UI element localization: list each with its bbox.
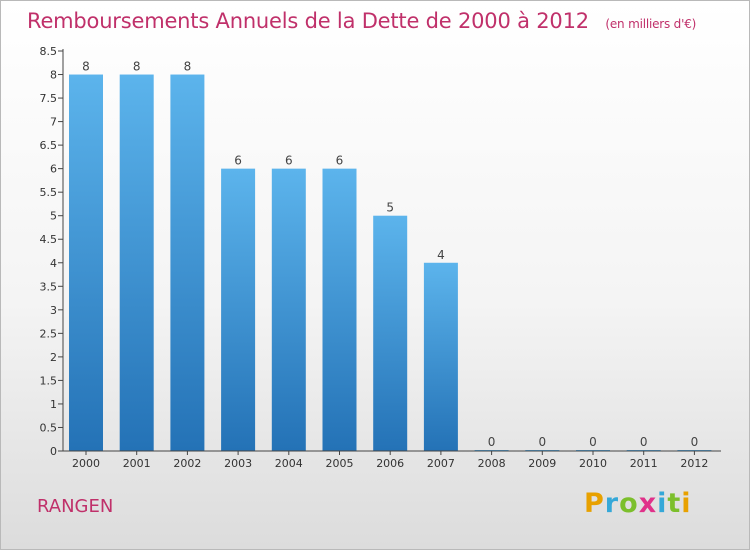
x-tick-label: 2002 — [173, 457, 201, 470]
data-label-2006: 5 — [386, 201, 394, 215]
x-axis: 2000 2001 2002 2003 2004 2005 2006 2007 2008 2009… — [63, 450, 721, 470]
y-tick-label: 1 — [50, 398, 57, 411]
y-tick-label: 0.5 — [40, 421, 58, 434]
bar-2007 — [423, 262, 458, 451]
y-tick-label: 3 — [50, 304, 57, 317]
x-tick-label: 2005 — [326, 457, 354, 470]
bar-2003 — [221, 168, 256, 451]
logo-letter: i — [657, 488, 668, 519]
x-tick-label: 2012 — [680, 457, 708, 470]
logo-letter: t — [667, 488, 682, 519]
y-axis: 0 0.5 1 1.5 2 2.5 3 3.5 4 4.5 5 5.5 6 6.5 7 7.5 8 8.5 — [40, 45, 64, 458]
y-tick-label: 2.5 — [40, 327, 58, 340]
data-label-2007: 4 — [437, 248, 445, 262]
y-tick-label: 6.5 — [40, 139, 58, 152]
x-tick-label: 2007 — [427, 457, 455, 470]
logo-letter: x — [638, 488, 658, 519]
y-tick-label: 8 — [50, 69, 57, 82]
logo-letter: i — [681, 488, 692, 519]
y-tick-label: 3.5 — [40, 280, 58, 293]
x-tick-label: 2011 — [630, 457, 658, 470]
bars-group: 8 8 8 6 6 6 5 4 0 0 0 0 0 — [69, 60, 712, 451]
data-label-2012: 0 — [691, 435, 699, 449]
title-unit: (en milliers d'€) — [605, 17, 697, 31]
x-tick-label: 2004 — [275, 457, 303, 470]
data-label-2008: 0 — [488, 435, 496, 449]
x-tick-label: 2000 — [72, 457, 100, 470]
logo-letter: o — [619, 488, 639, 519]
y-tick-label: 4.5 — [40, 233, 58, 246]
bar-2001 — [119, 74, 154, 451]
data-label-2000: 8 — [82, 60, 90, 74]
data-label-2001: 8 — [133, 60, 141, 74]
commune-name: RANGEN — [37, 496, 114, 517]
data-label-2004: 6 — [285, 154, 293, 168]
x-tick-label: 2006 — [376, 457, 404, 470]
y-tick-label: 6 — [50, 163, 57, 176]
data-label-2010: 0 — [589, 435, 597, 449]
bar-2006 — [373, 215, 408, 451]
bar-2002 — [170, 74, 205, 451]
title-text: Remboursements Annuels de la Dette de 20… — [27, 9, 589, 33]
logo-letter: P — [584, 488, 605, 519]
y-tick-label: 0 — [50, 445, 57, 458]
bar-2004 — [271, 168, 306, 451]
y-tick-label: 5 — [50, 210, 57, 223]
data-label-2002: 8 — [184, 60, 192, 74]
y-tick-label: 2 — [50, 351, 57, 364]
proxiti-logo[interactable]: Proxiti — [584, 488, 692, 519]
data-label-2005: 6 — [336, 154, 344, 168]
y-tick-label: 8.5 — [40, 45, 58, 58]
bar-2000 — [69, 74, 103, 451]
x-tick-label: 2008 — [478, 457, 506, 470]
x-tick-label: 2001 — [123, 457, 151, 470]
bar-2005 — [322, 168, 357, 451]
y-tick-label: 4 — [50, 257, 57, 270]
x-tick-label: 2009 — [528, 457, 556, 470]
logo-letter: r — [604, 488, 620, 519]
y-tick-label: 7.5 — [40, 92, 58, 105]
data-label-2011: 0 — [640, 435, 648, 449]
y-tick-label: 1.5 — [40, 374, 58, 387]
data-label-2009: 0 — [538, 435, 546, 449]
chart-title: Remboursements Annuels de la Dette de 20… — [27, 9, 696, 33]
y-tick-label: 7 — [50, 116, 57, 129]
data-label-2003: 6 — [234, 154, 242, 168]
x-tick-label: 2003 — [224, 457, 252, 470]
y-tick-label: 5.5 — [40, 186, 58, 199]
x-tick-label: 2010 — [579, 457, 607, 470]
